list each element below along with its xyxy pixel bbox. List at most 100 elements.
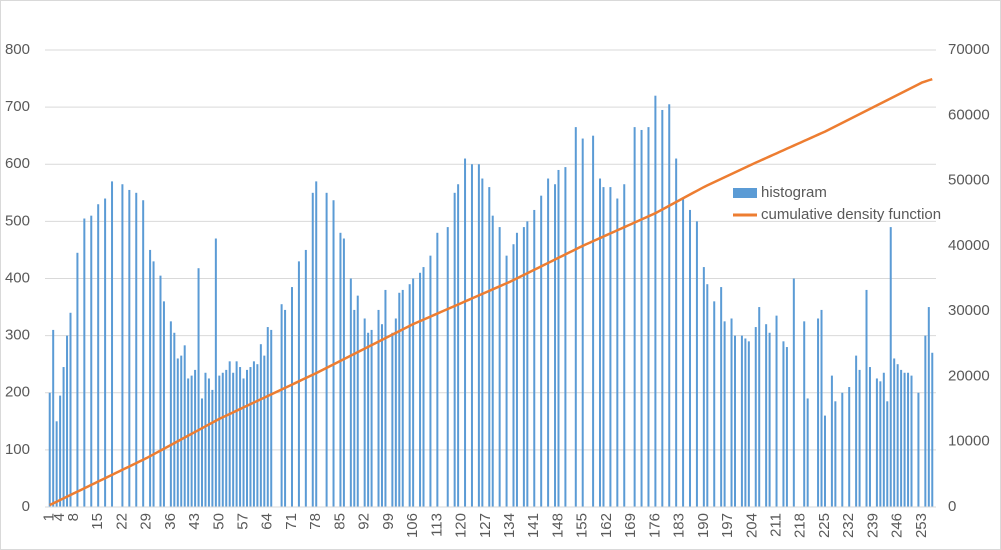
x-tick-label: 71 bbox=[283, 513, 300, 530]
x-tick-label: 57 bbox=[235, 513, 252, 530]
bar bbox=[823, 415, 826, 507]
x-tick-label: 148 bbox=[549, 513, 566, 538]
bar bbox=[858, 369, 861, 507]
x-tick-label: 232 bbox=[840, 513, 857, 538]
bar bbox=[311, 192, 314, 507]
bar bbox=[491, 215, 494, 507]
bar bbox=[149, 249, 152, 507]
bar bbox=[830, 375, 833, 507]
x-tick-label: 8 bbox=[65, 513, 82, 521]
x-tick-label: 106 bbox=[404, 513, 421, 538]
bar bbox=[242, 378, 245, 507]
bar bbox=[332, 200, 335, 507]
bar bbox=[218, 375, 221, 507]
bar bbox=[886, 401, 889, 507]
bar bbox=[214, 238, 217, 507]
bar bbox=[806, 398, 809, 507]
bar bbox=[599, 178, 602, 507]
bar bbox=[581, 138, 584, 507]
bar bbox=[775, 315, 778, 507]
bar bbox=[211, 389, 214, 507]
bar bbox=[246, 369, 249, 507]
bar bbox=[792, 278, 795, 507]
bar bbox=[173, 332, 176, 507]
bar bbox=[609, 187, 612, 507]
bar bbox=[408, 284, 411, 507]
bar bbox=[488, 187, 491, 507]
bar bbox=[820, 309, 823, 507]
bar bbox=[900, 369, 903, 507]
bar bbox=[661, 109, 664, 507]
bar bbox=[349, 278, 352, 507]
bar bbox=[201, 398, 204, 507]
bar bbox=[204, 372, 207, 507]
bar bbox=[903, 372, 906, 507]
y2-tick-label: 0 bbox=[948, 498, 956, 515]
bar bbox=[380, 324, 383, 507]
bar bbox=[83, 218, 86, 508]
bar bbox=[207, 378, 210, 507]
bar bbox=[111, 181, 114, 507]
bar bbox=[875, 378, 878, 507]
bar bbox=[879, 381, 882, 507]
x-tick-label: 141 bbox=[525, 513, 542, 538]
bar bbox=[263, 355, 266, 507]
x-tick-label: 99 bbox=[380, 513, 397, 530]
bar bbox=[384, 289, 387, 507]
bar bbox=[533, 209, 536, 507]
bar bbox=[256, 364, 259, 507]
bar bbox=[353, 309, 356, 507]
bar bbox=[76, 252, 79, 507]
bar bbox=[169, 321, 172, 507]
y-tick-label: 500 bbox=[5, 212, 30, 229]
bar bbox=[907, 372, 910, 507]
bar bbox=[564, 167, 567, 507]
x-tick-label: 4 bbox=[51, 513, 68, 521]
legend-label: histogram bbox=[761, 184, 827, 201]
bar bbox=[239, 367, 242, 507]
x-tick-label: 239 bbox=[864, 513, 881, 538]
x-tick-label: 211 bbox=[767, 513, 784, 537]
bar bbox=[394, 318, 397, 507]
bar bbox=[744, 338, 747, 507]
bar bbox=[339, 232, 342, 508]
bar bbox=[927, 307, 930, 507]
bar bbox=[259, 344, 262, 507]
bar bbox=[290, 287, 293, 507]
bar bbox=[190, 375, 193, 507]
bar bbox=[616, 198, 619, 507]
y2-tick-label: 70000 bbox=[948, 41, 990, 58]
bar bbox=[640, 129, 643, 507]
bar bbox=[498, 227, 501, 507]
x-tick-label: 204 bbox=[743, 513, 760, 538]
bar bbox=[363, 318, 366, 507]
bar bbox=[90, 215, 93, 507]
x-tick-label: 120 bbox=[453, 513, 470, 538]
bar bbox=[931, 352, 934, 507]
bar bbox=[252, 361, 255, 507]
bar bbox=[730, 318, 733, 507]
bar bbox=[249, 367, 252, 507]
bar bbox=[453, 192, 456, 507]
bar bbox=[689, 209, 692, 507]
bar bbox=[235, 361, 238, 507]
y-tick-label: 700 bbox=[5, 98, 30, 115]
bar bbox=[457, 184, 460, 507]
bar bbox=[526, 221, 529, 507]
bar bbox=[505, 255, 508, 507]
bar bbox=[104, 198, 107, 507]
y2-tick-label: 50000 bbox=[948, 172, 990, 189]
bar bbox=[865, 289, 868, 507]
bar bbox=[882, 372, 885, 507]
bar bbox=[429, 255, 432, 507]
bar bbox=[367, 332, 370, 507]
bar bbox=[512, 244, 515, 507]
bar bbox=[270, 329, 273, 507]
y2-tick-label: 20000 bbox=[948, 367, 990, 384]
line bbox=[49, 77, 933, 507]
x-tick-label: 190 bbox=[695, 513, 712, 538]
x-tick-label: 169 bbox=[622, 513, 639, 538]
legend-swatch bbox=[733, 188, 757, 198]
bar bbox=[540, 195, 543, 507]
x-tick-label: 197 bbox=[719, 513, 736, 538]
